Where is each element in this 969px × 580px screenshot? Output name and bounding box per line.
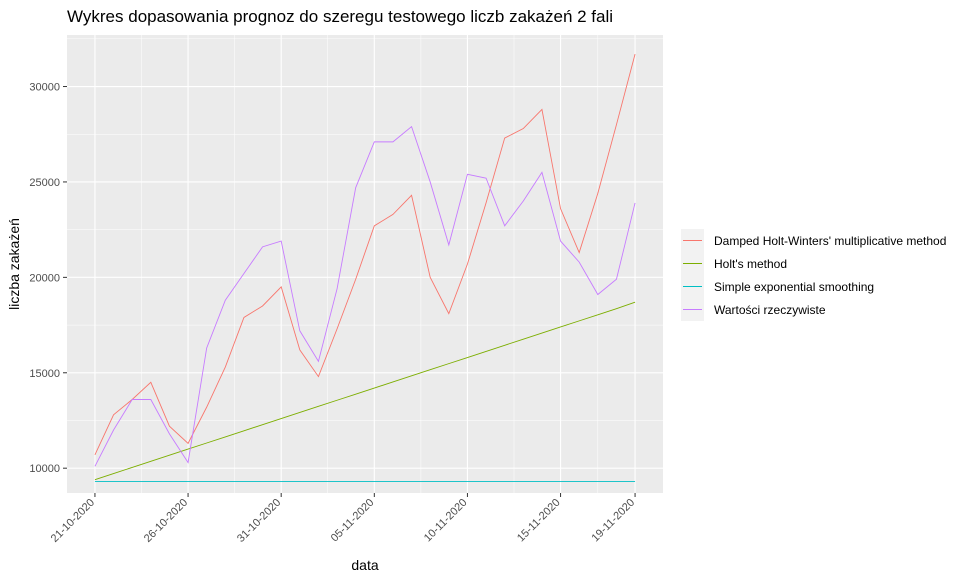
legend-label: Holt's method xyxy=(714,257,787,271)
x-tick-label: 31-10-2020 xyxy=(235,497,283,545)
x-axis: 21-10-2020 26-10-2020 31-10-2020 05-11-2020… xyxy=(49,493,637,545)
y-axis-title: liczba zakażeń xyxy=(6,218,22,310)
legend-label: Simple exponential smoothing xyxy=(714,280,874,294)
x-tick-label: 15-11-2020 xyxy=(515,497,563,545)
plot-panel xyxy=(67,35,663,493)
x-tick-label: 26-10-2020 xyxy=(142,497,190,545)
y-tick-label: 25000 xyxy=(29,177,60,189)
y-tick-label: 30000 xyxy=(29,82,60,94)
chart-title: Wykres dopasowania prognoz do szeregu te… xyxy=(67,7,613,26)
x-tick-label: 05-11-2020 xyxy=(329,497,377,545)
grid-major xyxy=(67,35,663,493)
grid-minor xyxy=(67,35,663,493)
legend-label: Damped Holt-Winters' multiplicative meth… xyxy=(714,234,946,248)
legend-label: Wartości rzeczywiste xyxy=(714,303,826,317)
x-tick-label: 10-11-2020 xyxy=(422,497,470,545)
y-tick-label: 15000 xyxy=(29,368,60,380)
series-lines xyxy=(94,53,636,482)
y-tick-label: 20000 xyxy=(29,272,60,284)
series-line-4 xyxy=(94,125,636,467)
x-tick-label: 21-10-2020 xyxy=(49,497,97,545)
y-tick-label: 10000 xyxy=(29,463,60,475)
series-line-1 xyxy=(94,53,636,456)
y-axis: 10000 15000 20000 25000 30000 xyxy=(29,82,67,475)
series-line-2 xyxy=(94,301,636,481)
x-tick-label: 19-11-2020 xyxy=(589,497,637,545)
legend: Damped Holt-Winters' multiplicative meth… xyxy=(681,229,946,321)
x-axis-title: data xyxy=(351,557,378,573)
